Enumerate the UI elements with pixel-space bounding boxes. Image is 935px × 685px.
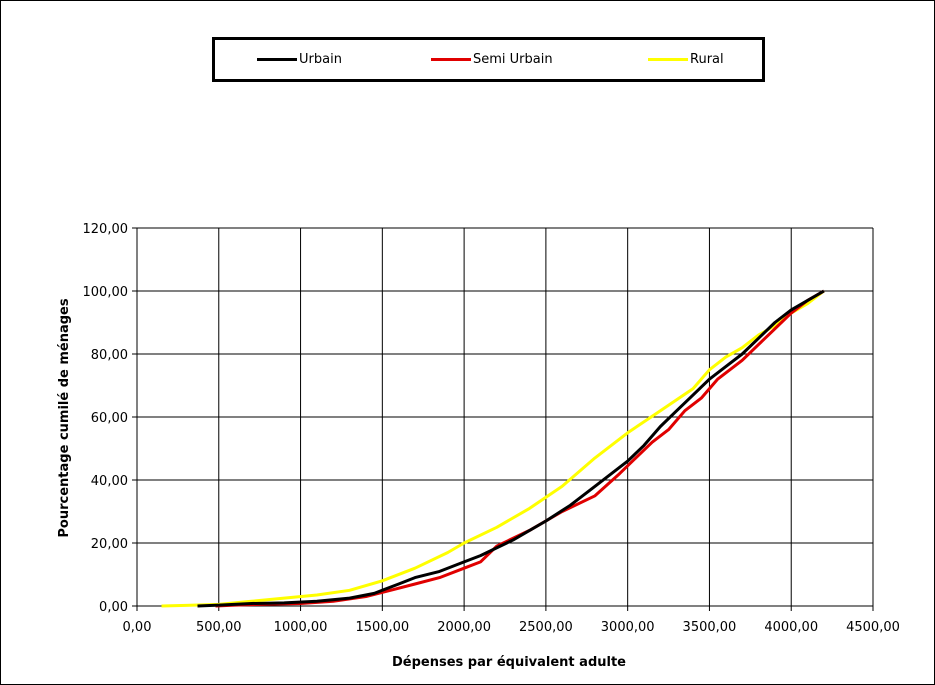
- y-tick-label: 40,00: [91, 474, 128, 489]
- x-tick-label: 4500,00: [846, 620, 900, 635]
- legend-label-rural: Rural: [690, 52, 724, 67]
- legend-label-semi-urbain: Semi Urbain: [473, 52, 553, 67]
- x-axis-ticks: 0,00 500,00 1000,00 1500,00 2000,00 2500,00 30…: [123, 620, 900, 635]
- y-tick-label: 120,00: [83, 222, 129, 237]
- x-tick-label: 1500,00: [355, 620, 409, 635]
- series-line-rural: [161, 289, 825, 608]
- legend-label-urbain: Urbain: [299, 52, 342, 67]
- legend-item-urbain: Urbain: [257, 40, 342, 79]
- legend-item-rural: Rural: [648, 40, 724, 79]
- grid: [137, 227, 874, 606]
- x-axis-title: Dépenses par équivalent adulte: [392, 655, 626, 670]
- y-tick-label: 80,00: [91, 348, 128, 363]
- legend-item-semi-urbain: Semi Urbain: [431, 40, 553, 79]
- y-tick-label: 100,00: [83, 285, 129, 300]
- legend-swatch-rural: [648, 58, 688, 61]
- x-tick-label: 1000,00: [274, 620, 328, 635]
- y-tick-label: 60,00: [91, 411, 128, 426]
- x-tick-label: 2500,00: [519, 620, 573, 635]
- y-axis-title: Pourcentage cumilé de ménages: [57, 298, 72, 537]
- x-tick-label: 2000,00: [437, 620, 491, 635]
- y-axis-ticks: 0,00 20,00 40,00 60,00 80,00 100,00 120,00: [83, 222, 129, 615]
- legend-swatch-semi-urbain: [431, 58, 471, 61]
- series-lines: [161, 289, 825, 608]
- x-tick-label: 4000,00: [764, 620, 818, 635]
- legend: Urbain Semi Urbain Rural: [212, 37, 765, 82]
- x-tick-label: 3000,00: [601, 620, 655, 635]
- axes: [132, 227, 874, 611]
- series-line-semi-urbain: [215, 289, 825, 608]
- y-tick-label: 20,00: [91, 537, 128, 552]
- y-tick-label: 0,00: [99, 600, 128, 615]
- x-tick-label: 3500,00: [683, 620, 737, 635]
- x-tick-label: 0,00: [123, 620, 152, 635]
- x-tick-label: 500,00: [196, 620, 242, 635]
- legend-swatch-urbain: [257, 58, 297, 61]
- series-line-urbain: [197, 289, 825, 608]
